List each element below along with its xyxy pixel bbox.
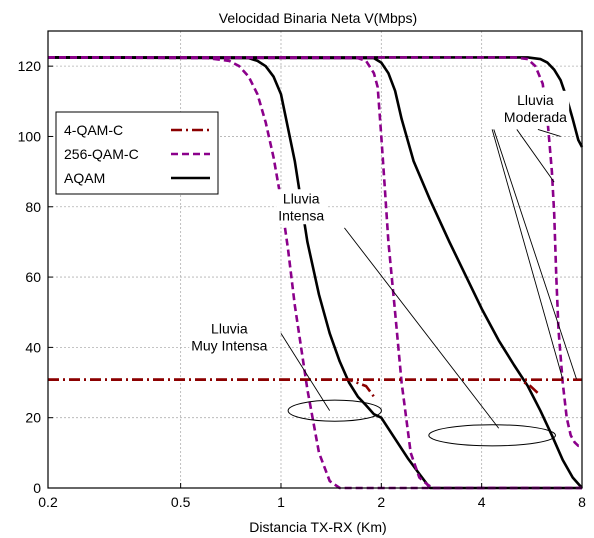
- x-tick-label: 2: [377, 494, 385, 510]
- annotation-background: [189, 319, 270, 355]
- x-tick-label: 4: [478, 494, 486, 510]
- annotation-background: [501, 90, 570, 126]
- leader-line: [537, 129, 561, 137]
- y-tick-label: 100: [18, 128, 42, 144]
- y-tick-label: 20: [25, 410, 41, 426]
- y-tick-label: 0: [33, 480, 41, 496]
- series-line-moderada-aqam: [48, 56, 584, 148]
- legend-box: [55, 111, 219, 195]
- annotation-label: Lluvia Intensa: [278, 190, 324, 223]
- annotation-background: [276, 189, 327, 225]
- leader-line: [491, 129, 564, 380]
- legend-label: 4-QAM-C: [64, 122, 123, 138]
- series-line-muy-intensa-4-qam-c: [48, 378, 375, 398]
- leader-line: [493, 129, 577, 380]
- x-tick-label: 0.5: [171, 494, 191, 510]
- series-line-muy-intensa-aqam: [47, 56, 582, 490]
- x-tick-label: 8: [578, 494, 586, 510]
- leader-line: [344, 227, 500, 429]
- series-line-intensa-aqam: [47, 56, 583, 489]
- y-tick-label: 60: [25, 269, 41, 285]
- rain-group-ellipse: [428, 424, 556, 447]
- rain-group-ellipse: [287, 399, 382, 422]
- x-axis-label: Distancia TX-RX (Km): [249, 519, 386, 535]
- y-tick-label: 40: [25, 339, 41, 355]
- series-line-intensa-256-qam-c: [47, 56, 582, 490]
- y-tick-label: 120: [18, 58, 42, 74]
- x-tick-label: 0.2: [38, 494, 58, 510]
- plot-frame: [47, 30, 583, 489]
- grid: [48, 31, 582, 488]
- leader-line: [516, 129, 555, 183]
- series-group: [47, 56, 584, 490]
- legend-label: 256-QAM-C: [64, 146, 139, 162]
- annotation-label: Lluvia Muy Intensa: [191, 320, 267, 353]
- x-tick-label: 1: [277, 494, 285, 510]
- legend: 4-QAM-C 256-QAM-C AQAM: [55, 111, 219, 195]
- annotation-label: Lluvia Moderada: [504, 92, 567, 125]
- annotations: Lluvia Moderada Lluvia Intensa Lluvia Muy Int…: [189, 90, 577, 447]
- series-line-intensa-4-qam-c: [48, 378, 539, 395]
- y-tick-label: 80: [25, 199, 41, 215]
- chart-title: Velocidad Binaria Neta V(Mbps): [219, 10, 417, 26]
- series-line-muy-intensa-256-qam-c: [47, 56, 582, 490]
- series-line-moderada-256-qam-c: [48, 56, 582, 448]
- leader-line: [280, 333, 331, 411]
- legend-label: AQAM: [64, 170, 105, 186]
